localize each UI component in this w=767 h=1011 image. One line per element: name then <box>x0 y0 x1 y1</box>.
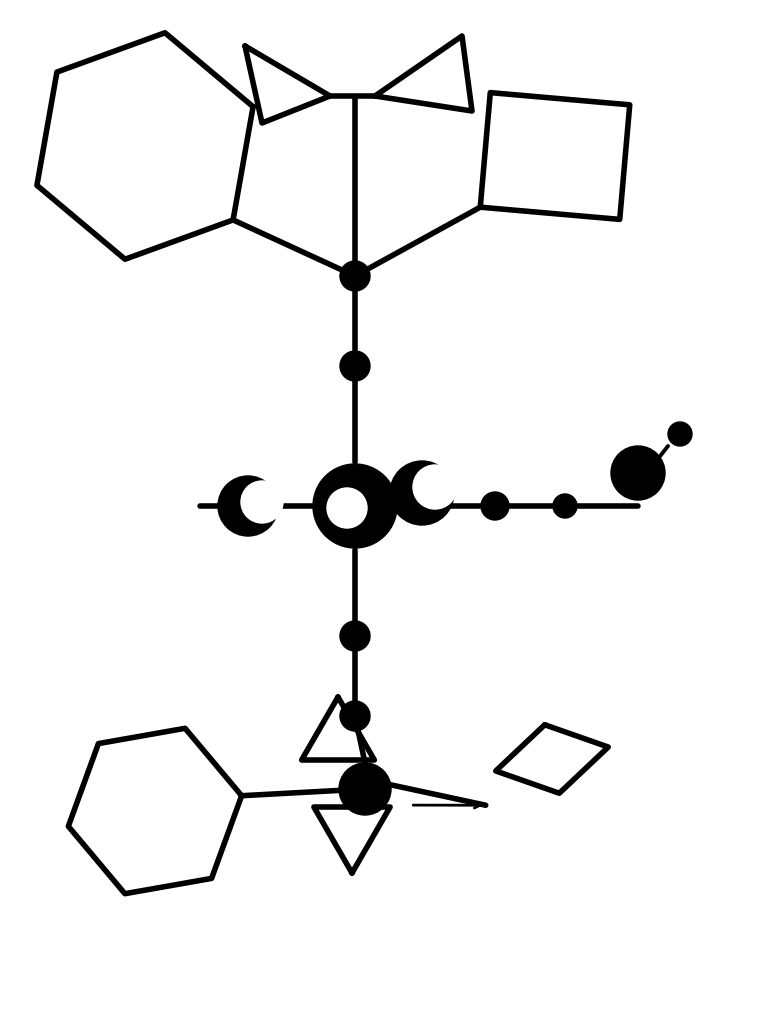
Circle shape <box>340 352 370 381</box>
Circle shape <box>340 622 370 651</box>
Circle shape <box>339 763 391 815</box>
Circle shape <box>327 488 367 529</box>
Circle shape <box>611 447 665 500</box>
Circle shape <box>553 494 577 519</box>
Circle shape <box>241 481 283 524</box>
Circle shape <box>340 702 370 731</box>
Circle shape <box>668 423 692 447</box>
Circle shape <box>413 465 457 510</box>
Circle shape <box>390 462 454 526</box>
Circle shape <box>340 262 370 292</box>
Circle shape <box>481 492 509 521</box>
Circle shape <box>218 476 278 537</box>
Circle shape <box>313 464 397 548</box>
